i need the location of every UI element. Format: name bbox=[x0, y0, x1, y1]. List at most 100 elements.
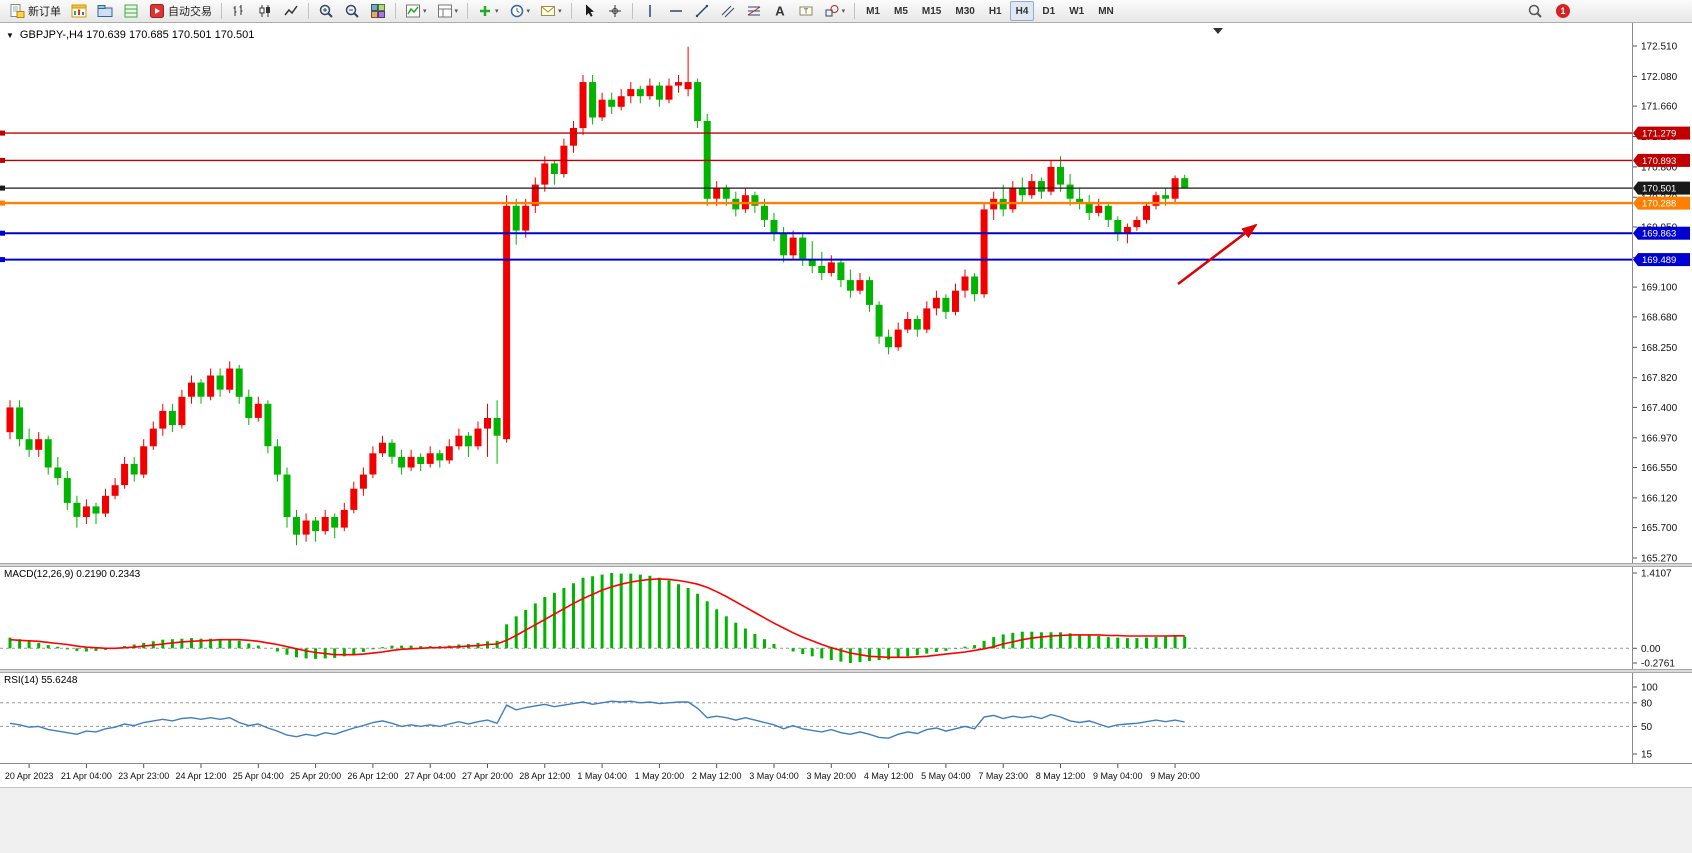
chevron-down-icon: ▾ bbox=[841, 8, 846, 15]
svg-text:168.250: 168.250 bbox=[1641, 343, 1678, 354]
vertical-line-button[interactable] bbox=[638, 1, 662, 21]
window-background bbox=[0, 787, 1692, 853]
timeframe-h1-button[interactable]: H1 bbox=[988, 5, 1002, 17]
new-order-button[interactable]: 新订单 bbox=[5, 1, 65, 21]
price-chart-panel[interactable]: ▼ GBPJPY-,H4 170.639 170.685 170.501 170… bbox=[0, 23, 1632, 563]
timeframe-m5-button[interactable]: M5 bbox=[894, 5, 908, 17]
svg-text:172.510: 172.510 bbox=[1641, 42, 1678, 53]
svg-text:24 Apr 12:00: 24 Apr 12:00 bbox=[175, 771, 226, 781]
alerts-button[interactable]: ▾ bbox=[536, 1, 566, 21]
charts-window-button[interactable] bbox=[67, 1, 91, 21]
time-axis-svg: 20 Apr 2023 21 Apr 04:00 23 Apr 23:00 24 Ap… bbox=[5, 764, 1200, 781]
panel-splitter[interactable] bbox=[0, 669, 1692, 673]
svg-text:165.700: 165.700 bbox=[1641, 523, 1678, 534]
toolbar: 新订单 自动交易 ▾ ▾ ▾ ▾ ▾ A T ▾ M1 M5 M15 M30 H1 H4 D1 W1 MN 1 bbox=[0, 0, 1692, 23]
candlestick-chart[interactable] bbox=[0, 23, 1632, 563]
plus-icon bbox=[480, 6, 491, 16]
shapes-button[interactable]: ▾ bbox=[820, 1, 850, 21]
profiles-button[interactable] bbox=[93, 1, 117, 21]
cursor-button[interactable] bbox=[577, 1, 601, 21]
timeframe-m15-button[interactable]: M15 bbox=[921, 5, 942, 17]
zoom-out-button[interactable] bbox=[340, 1, 364, 21]
svg-text:8 May 12:00: 8 May 12:00 bbox=[1036, 771, 1086, 781]
tile-windows-button[interactable] bbox=[366, 1, 390, 21]
rsi-scale[interactable]: 100 80 50 15 bbox=[1632, 673, 1692, 763]
text-icon: A bbox=[775, 4, 785, 19]
svg-text:7 May 23:00: 7 May 23:00 bbox=[978, 771, 1028, 781]
timeframe-h4-button[interactable]: H4 bbox=[1009, 1, 1035, 21]
label-button[interactable]: T bbox=[794, 1, 818, 21]
notification-badge[interactable]: 1 bbox=[1556, 4, 1570, 18]
rsi-panel[interactable]: RSI(14) 55.6248 bbox=[0, 673, 1632, 763]
macd-label: MACD(12,26,9) 0.2190 0.2343 bbox=[4, 569, 141, 580]
chevron-down-icon: ▾ bbox=[526, 8, 531, 15]
svg-text:T: T bbox=[803, 9, 808, 16]
svg-text:167.400: 167.400 bbox=[1641, 403, 1678, 414]
timeframe-mn-button[interactable]: MN bbox=[1098, 5, 1114, 17]
channel-button[interactable] bbox=[716, 1, 740, 21]
svg-text:169.863: 169.863 bbox=[1642, 229, 1676, 240]
line-chart-icon bbox=[284, 5, 298, 16]
rsi-chart[interactable] bbox=[0, 673, 1632, 763]
search-button[interactable] bbox=[1523, 1, 1547, 21]
text-button[interactable]: A bbox=[768, 1, 792, 21]
price-scale[interactable]: 172.510172.080171.660171.230170.800170.3… bbox=[1632, 23, 1692, 565]
level-lines[interactable] bbox=[0, 130, 1632, 263]
one-click-trading-icon[interactable]: ▼ bbox=[6, 30, 14, 40]
svg-text:23 Apr 23:00: 23 Apr 23:00 bbox=[118, 771, 169, 781]
mail-icon bbox=[541, 6, 556, 16]
timeframe-w1-button[interactable]: W1 bbox=[1069, 5, 1085, 17]
macd-scale[interactable]: 1.4107 0.00 -0.2761 bbox=[1632, 567, 1692, 670]
svg-text:26 Apr 12:00: 26 Apr 12:00 bbox=[347, 771, 398, 781]
label-icon: T bbox=[799, 6, 813, 16]
auto-trading-icon bbox=[150, 4, 164, 18]
data-window-button[interactable] bbox=[119, 1, 143, 21]
fibonacci-icon bbox=[747, 6, 760, 16]
chevron-down-icon: ▾ bbox=[558, 8, 562, 15]
bar-chart-icon bbox=[233, 5, 243, 16]
macd-histogram bbox=[8, 573, 1187, 663]
macd-signal-line bbox=[9, 578, 1185, 659]
timeframe-d1-button[interactable]: D1 bbox=[1042, 5, 1056, 17]
svg-text:3 May 20:00: 3 May 20:00 bbox=[807, 771, 857, 781]
svg-text:28 Apr 12:00: 28 Apr 12:00 bbox=[519, 771, 570, 781]
trend-arrow-annotation[interactable] bbox=[1177, 223, 1258, 285]
horizontal-line-button[interactable] bbox=[664, 1, 688, 21]
timeframe-m30-button[interactable]: M30 bbox=[955, 5, 975, 17]
chart-header: ▼ GBPJPY-,H4 170.639 170.685 170.501 170… bbox=[6, 29, 254, 41]
line-chart-button[interactable] bbox=[279, 1, 303, 21]
svg-text:3 May 04:00: 3 May 04:00 bbox=[749, 771, 799, 781]
fibonacci-button[interactable] bbox=[742, 1, 766, 21]
zoom-in-button[interactable] bbox=[314, 1, 338, 21]
shapes-icon bbox=[825, 5, 839, 17]
macd-panel[interactable]: MACD(12,26,9) 0.2190 0.2343 bbox=[0, 567, 1632, 669]
candlestick-chart-button[interactable] bbox=[253, 1, 277, 21]
timeframe-m1-button[interactable]: M1 bbox=[866, 5, 880, 17]
templates-button[interactable]: ▾ bbox=[433, 1, 463, 21]
svg-text:170.288: 170.288 bbox=[1642, 199, 1676, 210]
svg-text:5 May 04:00: 5 May 04:00 bbox=[921, 771, 971, 781]
svg-text:167.820: 167.820 bbox=[1641, 373, 1678, 384]
add-object-button[interactable]: ▾ bbox=[473, 1, 503, 21]
auto-trading-button[interactable]: 自动交易 bbox=[145, 1, 216, 21]
time-axis[interactable]: 20 Apr 2023 21 Apr 04:00 23 Apr 23:00 24 Ap… bbox=[0, 763, 1692, 787]
bar-chart-button[interactable] bbox=[227, 1, 251, 21]
new-order-button-label: 新订单 bbox=[28, 6, 61, 18]
crosshair-button[interactable] bbox=[603, 1, 627, 21]
macd-chart[interactable] bbox=[0, 567, 1632, 669]
rsi-scale-svg: 100 80 50 15 bbox=[1633, 683, 1658, 761]
new-order-icon bbox=[10, 4, 25, 18]
horizontal-line-icon bbox=[669, 10, 682, 12]
candles bbox=[6, 46, 1189, 546]
svg-text:A: A bbox=[775, 4, 785, 19]
chart-shift-marker[interactable] bbox=[1213, 28, 1223, 34]
trendline-button[interactable] bbox=[690, 1, 714, 21]
tile-windows-icon bbox=[371, 4, 385, 18]
indicators-button[interactable]: ▾ bbox=[401, 1, 431, 21]
panel-splitter[interactable] bbox=[0, 563, 1692, 567]
chevron-down-icon: ▾ bbox=[454, 8, 459, 15]
svg-text:50: 50 bbox=[1641, 722, 1653, 733]
zoom-in-icon bbox=[319, 4, 333, 18]
svg-text:-0.2761: -0.2761 bbox=[1641, 659, 1675, 670]
periods-button[interactable]: ▾ bbox=[505, 1, 535, 21]
